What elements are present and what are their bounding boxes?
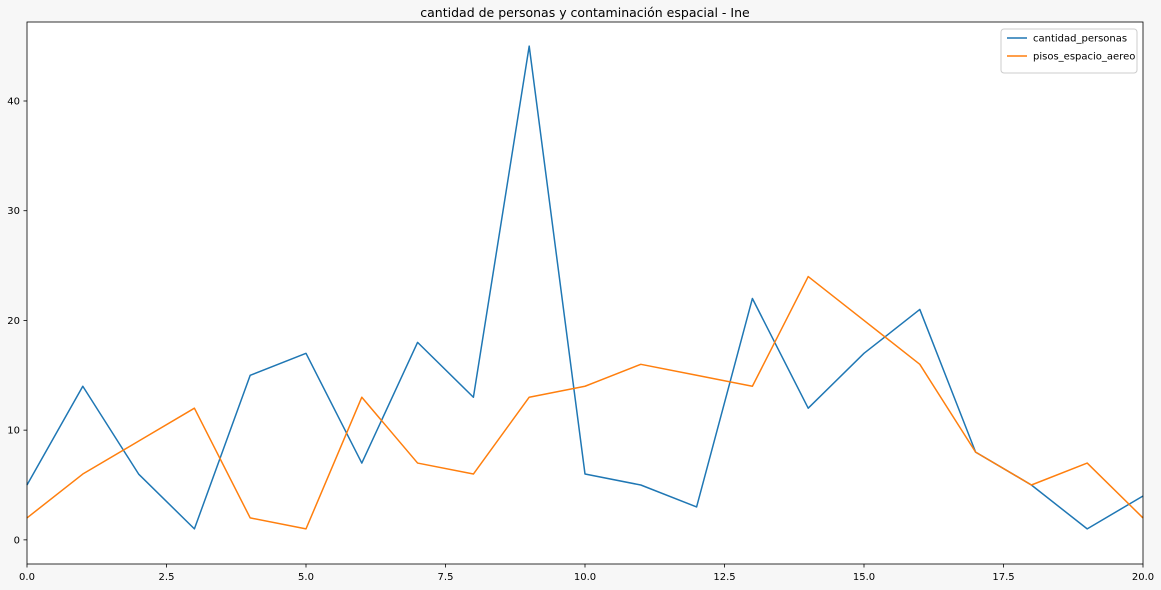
y-tick-label: 0 bbox=[14, 535, 20, 546]
x-tick-label: 0.0 bbox=[19, 572, 35, 583]
series-layer bbox=[26, 45, 1144, 530]
x-tick-label: 20.0 bbox=[1132, 572, 1154, 583]
x-tick-label: 10.0 bbox=[574, 572, 596, 583]
x-tick-label: 15.0 bbox=[853, 572, 875, 583]
legend-label-cantidad_personas: cantidad_personas bbox=[1033, 34, 1127, 45]
y-tick-label: 40 bbox=[7, 96, 20, 107]
x-tick-label: 12.5 bbox=[713, 572, 735, 583]
legend-label-pisos_espacio_aereo: pisos_espacio_aereo bbox=[1033, 52, 1135, 63]
x-tick-label: 17.5 bbox=[992, 572, 1014, 583]
y-tick-label: 10 bbox=[7, 426, 20, 437]
y-tick-label: 20 bbox=[7, 316, 20, 327]
x-tick-label: 2.5 bbox=[159, 572, 175, 583]
series-line-pisos_espacio_aereo bbox=[26, 275, 1144, 530]
legend: cantidad_personas pisos_espacio_aereo bbox=[1000, 28, 1138, 74]
x-tick-label: 5.0 bbox=[298, 572, 314, 583]
series-line-cantidad_personas bbox=[26, 45, 1144, 530]
y-tick-label: 30 bbox=[7, 206, 20, 217]
y-axis: 0 10 20 30 40 bbox=[7, 96, 27, 546]
x-tick-label: 7.5 bbox=[438, 572, 454, 583]
x-axis: 0.0 2.5 5.0 7.5 10.0 12.5 15.0 17.5 20.0 bbox=[19, 564, 1154, 583]
chart-title: cantidad de personas y contaminación esp… bbox=[420, 5, 750, 20]
legend-box bbox=[1000, 28, 1138, 74]
plot-area bbox=[27, 22, 1143, 564]
